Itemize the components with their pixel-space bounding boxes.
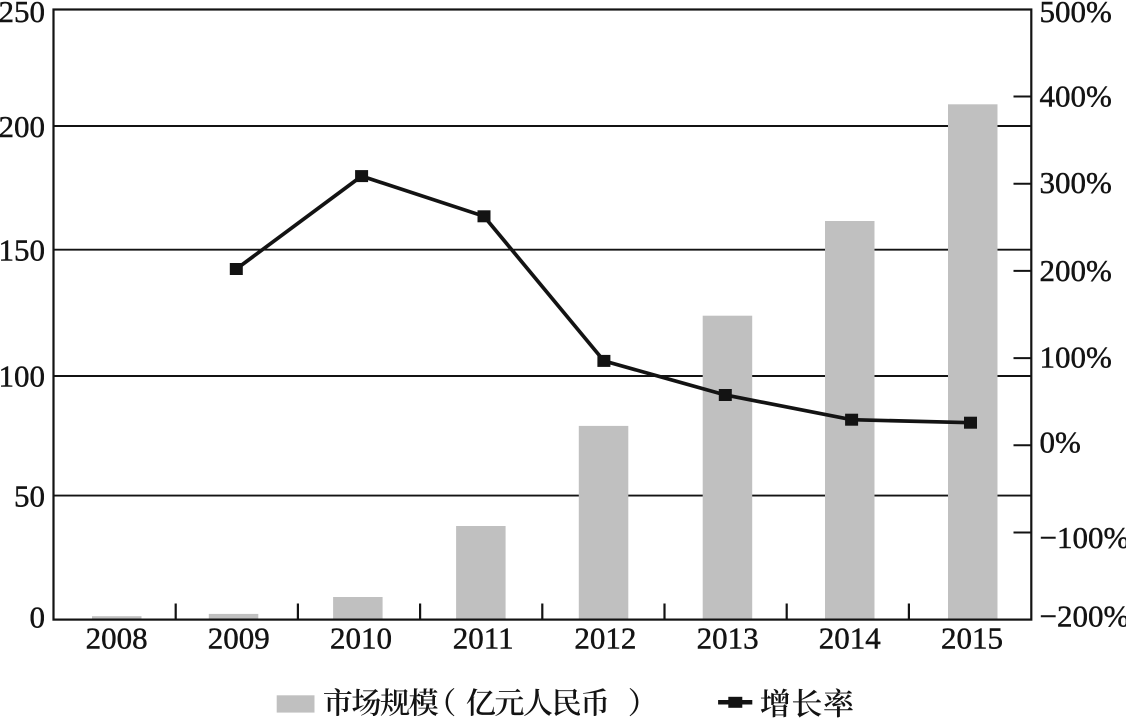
svg-text:50: 50: [14, 479, 45, 514]
svg-text:300%: 300%: [1040, 165, 1112, 200]
svg-text:2012: 2012: [574, 621, 636, 656]
svg-text:2013: 2013: [697, 621, 759, 656]
svg-text:500%: 500%: [1040, 0, 1112, 29]
svg-text:2014: 2014: [819, 621, 882, 656]
svg-text:2015: 2015: [941, 621, 1003, 656]
svg-text:150: 150: [0, 232, 45, 267]
svg-text:200: 200: [0, 109, 45, 144]
svg-text:0%: 0%: [1040, 425, 1081, 460]
svg-text:2008: 2008: [86, 621, 148, 656]
svg-text:100: 100: [0, 359, 45, 394]
svg-text:0: 0: [30, 599, 46, 634]
svg-text:400%: 400%: [1040, 79, 1112, 114]
svg-text:−100%: −100%: [1040, 520, 1126, 555]
svg-text:2010: 2010: [330, 621, 392, 656]
svg-text:−200%: −200%: [1040, 599, 1126, 634]
svg-text:250: 250: [0, 0, 45, 29]
svg-text:2011: 2011: [453, 621, 514, 656]
svg-text:200%: 200%: [1040, 253, 1112, 288]
svg-text:100%: 100%: [1040, 340, 1112, 375]
svg-text:2009: 2009: [208, 621, 270, 656]
